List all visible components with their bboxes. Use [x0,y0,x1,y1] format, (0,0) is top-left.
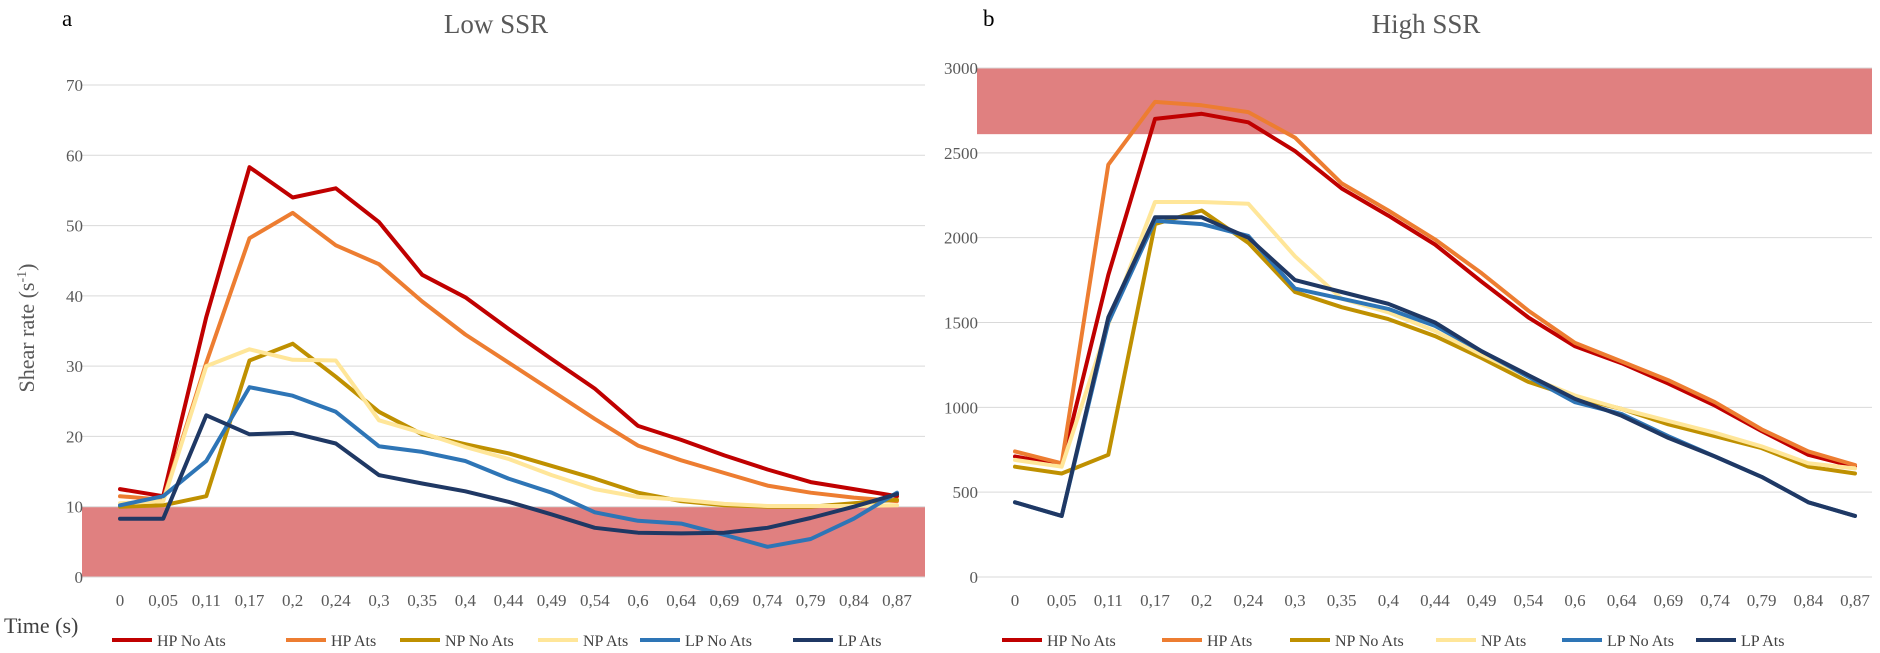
y-tick-label: 2000 [944,229,978,248]
series-line-hp-ats [118,210,899,504]
x-tick-label: 0,74 [753,591,783,610]
x-tick-label: 0,74 [1700,591,1730,610]
y-tick-label: 50 [66,217,83,236]
panel-label: a [62,6,72,31]
y-tick-label: 1500 [944,314,978,333]
legend-label: HP No Ats [1047,633,1116,650]
y-tick-label: 70 [66,76,83,95]
x-tick-label: 0,2 [282,591,303,610]
series-line-np-ats [1013,200,1857,471]
x-tick-label: 0,49 [1467,591,1497,610]
x-tick-label: 0 [116,591,125,610]
x-tick-label: 0,69 [1653,591,1683,610]
series-line-np-ats [118,347,899,508]
series-line-hp-no-ats [1013,111,1857,469]
y-tick-label: 500 [953,483,979,502]
x-tick-label: 0,49 [537,591,567,610]
series-line-hp-no-ats [118,165,899,499]
y-tick-label: 20 [66,427,83,446]
panel-a: 0 10 20 30 40 50 60 70 0 0,05 0,11 0,17 0,2 0,24 0,3 0,… [14,6,925,650]
legend-label: LP Ats [838,633,881,650]
x-tick-label: 0,24 [321,591,351,610]
x-tick-label: 0,2 [1191,591,1212,610]
x-tick-label: 0,05 [148,591,178,610]
x-tick-label: 0,35 [407,591,437,610]
x-tick-label: 0,6 [627,591,648,610]
panel-label: b [983,6,995,31]
x-tick-label: 0,44 [1420,591,1450,610]
threshold-band [977,68,1872,135]
x-tick-label: 0,44 [494,591,524,610]
y-tick-label: 10 [66,498,83,517]
x-tick-label: 0,3 [368,591,389,610]
y-tick-label: 30 [66,357,83,376]
x-tick-label: 0,24 [1233,591,1263,610]
x-tick-label: 0,4 [1378,591,1400,610]
x-tick-label: 0 [1011,591,1020,610]
series-line-hp-ats [1013,99,1857,467]
x-axis-label: Time (s) [4,613,78,638]
x-tick-label: 0,87 [882,591,912,610]
x-tick-label: 0,17 [235,591,265,610]
series-line-np-no-ats [118,341,899,509]
x-tick-label: 0,69 [709,591,739,610]
legend-label: NP Ats [583,633,628,650]
x-tick-label: 0,4 [455,591,477,610]
y-tick-label: 60 [66,146,83,165]
series-line-lp-ats [118,413,899,536]
x-tick-label: 0,64 [1607,591,1637,610]
y-tick-label: 1000 [944,398,978,417]
x-tick-label: 0,87 [1840,591,1870,610]
x-tick-label: 0,17 [1140,591,1170,610]
y-axis-label: Shear rate (s-1) [14,264,39,393]
x-tick-label: 0,79 [1747,591,1777,610]
y-tick-label: 0 [75,568,84,587]
legend-label: NP No Ats [445,633,514,650]
x-tick-label: 0,05 [1047,591,1077,610]
chart-title: High SSR [1372,9,1481,39]
legend-label: LP Ats [1741,633,1784,650]
legend-label: LP No Ats [1607,633,1674,650]
legend-label: NP Ats [1481,633,1526,650]
y-tick-label: 3000 [944,59,978,78]
x-tick-label: 0,79 [796,591,826,610]
legend-label: HP Ats [1207,633,1252,650]
x-tick-label: 0,35 [1327,591,1357,610]
x-tick-label: 0,3 [1284,591,1305,610]
x-tick-label: 0,84 [1793,591,1823,610]
y-tick-label: 2500 [944,144,978,163]
series-line-lp-ats [1013,215,1857,518]
legend-label: LP No Ats [685,633,752,650]
legend-label: HP No Ats [157,633,226,650]
x-tick-label: 0,11 [192,591,221,610]
legend-label: NP No Ats [1335,633,1404,650]
y-tick-label: 0 [970,568,979,587]
series-line-lp-no-ats [118,385,899,549]
x-tick-label: 0,54 [1513,591,1543,610]
chart-title: Low SSR [444,9,548,39]
series-line-lp-no-ats [1013,218,1857,518]
x-tick-label: 0,11 [1094,591,1123,610]
x-tick-label: 0,64 [666,591,696,610]
x-tick-label: 0,54 [580,591,610,610]
panel-b: 0 500 1000 1500 2000 2500 3000 0 0,05 0,11 0,17 0,2… [944,6,1872,650]
y-tick-label: 40 [66,287,83,306]
x-tick-label: 0,6 [1564,591,1585,610]
legend-label: HP Ats [331,633,376,650]
x-tick-label: 0,84 [839,591,869,610]
